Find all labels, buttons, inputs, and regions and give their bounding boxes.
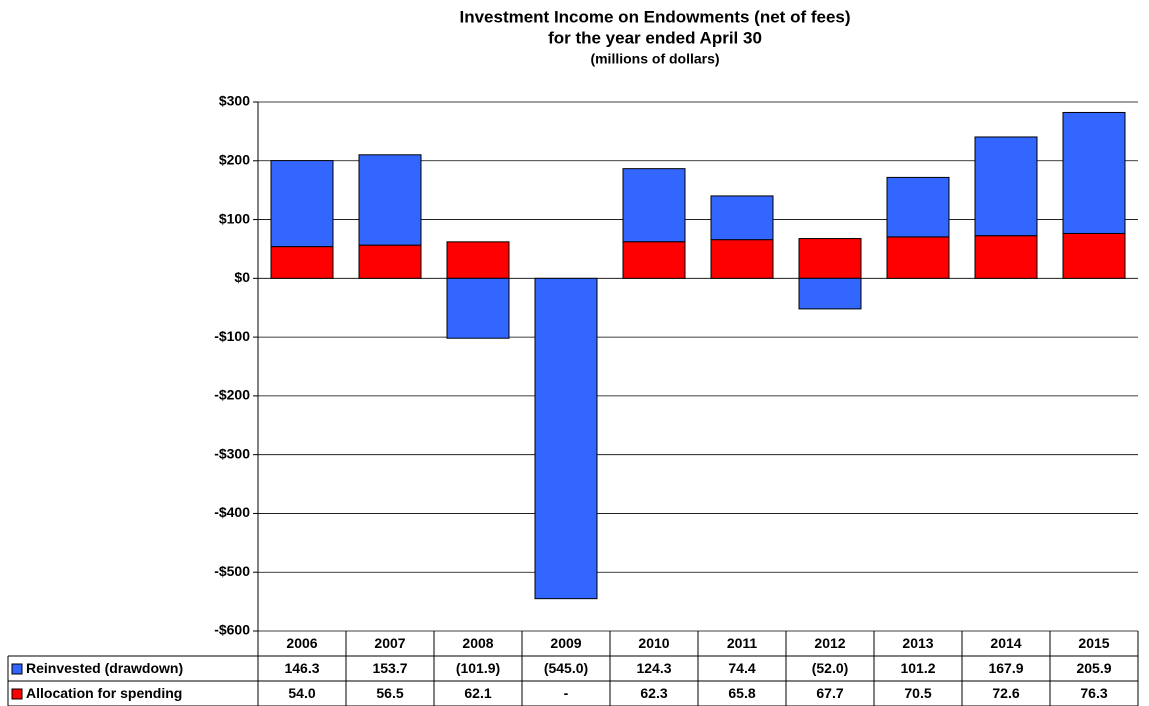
- table-value: 65.8: [728, 685, 755, 701]
- table-value: -: [564, 685, 569, 701]
- chart-title: Investment Income on Endowments (net of …: [459, 7, 850, 26]
- x-tick-label: 2011: [727, 635, 758, 651]
- table-value: 62.1: [464, 685, 491, 701]
- y-tick-label: $100: [219, 210, 250, 226]
- bar: [1062, 111, 1126, 234]
- table-value: 76.3: [1080, 685, 1107, 701]
- bar: [974, 136, 1038, 237]
- y-tick-label: -$400: [214, 504, 250, 520]
- table-value: 146.3: [284, 660, 319, 676]
- y-tick-label: $0: [234, 269, 250, 285]
- x-tick-label: 2014: [990, 635, 1021, 651]
- x-tick-label: 2013: [902, 635, 933, 651]
- x-tick-label: 2008: [462, 635, 493, 651]
- bar: [622, 241, 686, 279]
- y-tick-label: -$500: [214, 563, 250, 579]
- bar: [446, 277, 510, 339]
- x-tick-label: 2009: [550, 635, 581, 651]
- y-tick-label: -$200: [214, 387, 250, 403]
- legend-swatch: [11, 688, 23, 700]
- table-value: 74.4: [728, 660, 755, 676]
- x-tick-label: 2006: [286, 635, 317, 651]
- x-tick-label: 2007: [374, 635, 405, 651]
- table-value: 101.2: [900, 660, 935, 676]
- bar: [1062, 232, 1126, 279]
- legend-swatch: [11, 663, 23, 675]
- y-tick-label: $300: [219, 93, 250, 109]
- y-tick-label: -$100: [214, 328, 250, 344]
- bar: [358, 244, 422, 279]
- y-tick-label: $200: [219, 151, 250, 167]
- units-note: (millions of dollars): [590, 51, 719, 67]
- bar: [446, 241, 510, 279]
- bar: [798, 277, 862, 310]
- legend-label: Allocation for spending: [26, 685, 182, 701]
- table-value: (52.0): [812, 660, 849, 676]
- bar: [358, 154, 422, 246]
- bar: [886, 176, 950, 238]
- x-tick-label: 2010: [638, 635, 669, 651]
- table-value: 72.6: [992, 685, 1019, 701]
- bar: [622, 168, 686, 243]
- bar: [270, 160, 334, 248]
- x-tick-label: 2012: [814, 635, 845, 651]
- y-tick-label: -$300: [214, 445, 250, 461]
- table-value: 167.9: [988, 660, 1023, 676]
- table-value: 205.9: [1076, 660, 1111, 676]
- bar: [798, 238, 862, 279]
- bar: [270, 246, 334, 279]
- table-value: 56.5: [376, 685, 403, 701]
- legend-label: Reinvested (drawdown): [26, 660, 183, 676]
- table-value: 62.3: [640, 685, 667, 701]
- bar: [710, 195, 774, 241]
- table-value: (545.0): [544, 660, 588, 676]
- bar: [534, 277, 598, 600]
- table-value: 70.5: [904, 685, 931, 701]
- table-value: 67.7: [816, 685, 843, 701]
- chart-subtitle: for the year ended April 30: [548, 28, 762, 47]
- bar: [974, 235, 1038, 279]
- table-value: (101.9): [456, 660, 500, 676]
- x-tick-label: 2015: [1078, 635, 1109, 651]
- bar: [886, 236, 950, 279]
- table-value: 153.7: [372, 660, 407, 676]
- table-value: 54.0: [288, 685, 315, 701]
- table-value: 124.3: [636, 660, 671, 676]
- bar: [710, 239, 774, 279]
- y-tick-label: -$600: [214, 622, 250, 638]
